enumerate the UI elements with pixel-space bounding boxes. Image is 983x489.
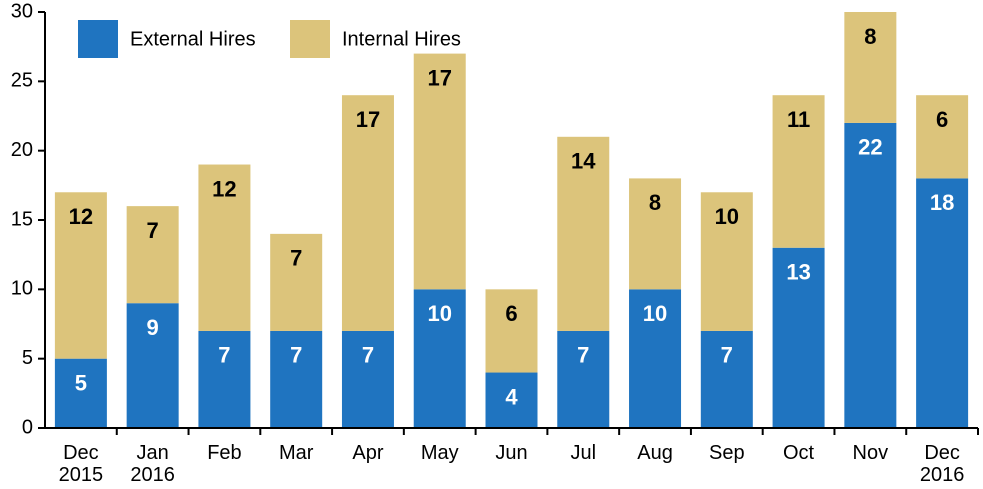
value-label: 14	[571, 149, 596, 174]
bar-segment	[198, 330, 251, 428]
value-label: 11	[787, 107, 810, 132]
bar-segment	[126, 206, 179, 304]
legend-swatch	[290, 20, 330, 58]
y-tick-label: 5	[22, 347, 33, 369]
bar-segment	[270, 330, 323, 428]
value-label: 7	[290, 246, 302, 271]
bar-segment	[557, 330, 610, 428]
x-tick-label: Sep	[709, 442, 745, 464]
bar-segment	[54, 358, 107, 428]
y-tick-label: 20	[11, 139, 33, 161]
bar-segment	[126, 303, 179, 428]
bar-segment	[485, 289, 538, 373]
x-tick-label: Jun	[495, 442, 527, 464]
value-label: 6	[936, 107, 948, 132]
bar-segment	[198, 164, 251, 331]
x-tick-label: Mar	[279, 442, 314, 464]
value-label: 5	[75, 370, 87, 395]
bar-segment	[629, 289, 682, 428]
bar-segment	[413, 53, 466, 290]
value-label: 7	[147, 218, 159, 243]
legend-label: External Hires	[130, 28, 256, 50]
value-label: 9	[147, 315, 159, 340]
value-label: 6	[505, 301, 517, 326]
x-tick-label: Oct	[783, 442, 815, 464]
bar-segment	[629, 178, 682, 290]
bar-segment	[341, 95, 394, 331]
bar-segment	[916, 95, 969, 179]
value-label: 22	[858, 135, 882, 160]
x-tick-label: Dec 2015	[59, 442, 104, 486]
value-label: 7	[290, 343, 302, 368]
value-label: 10	[427, 301, 451, 326]
bar-segment	[772, 95, 825, 248]
bar-segment	[700, 330, 753, 428]
y-tick-label: 15	[11, 208, 33, 230]
value-label: 10	[715, 204, 739, 229]
value-label: 8	[649, 190, 661, 215]
value-label: 12	[69, 204, 93, 229]
bar-segment	[341, 330, 394, 428]
value-label: 10	[643, 301, 667, 326]
bar-segment	[413, 289, 466, 428]
x-tick-label: Aug	[637, 442, 673, 464]
y-tick-label: 25	[11, 70, 33, 92]
value-label: 7	[721, 343, 733, 368]
value-label: 7	[577, 343, 589, 368]
value-label: 8	[864, 24, 876, 49]
value-label: 7	[218, 343, 230, 368]
y-tick-label: 10	[11, 278, 33, 300]
bar-segment	[844, 122, 897, 428]
value-label: 13	[786, 260, 810, 285]
bar-segment	[700, 192, 753, 331]
y-tick-label: 30	[11, 0, 33, 22]
x-tick-label: Jul	[570, 442, 596, 464]
value-label: 17	[356, 107, 380, 132]
bar-segment	[916, 178, 969, 428]
bar-segment	[557, 136, 610, 331]
bar-segment	[54, 192, 107, 359]
x-tick-label: Dec 2016	[920, 442, 965, 486]
legend-swatch	[78, 20, 118, 58]
x-tick-label: Apr	[352, 442, 383, 464]
bar-segment	[485, 372, 538, 428]
bar-segment	[772, 247, 825, 428]
x-tick-label: May	[421, 442, 459, 464]
bar-segment	[270, 233, 323, 331]
value-label: 12	[212, 176, 236, 201]
legend-label: Internal Hires	[342, 28, 461, 50]
bar-segment	[844, 12, 897, 123]
value-label: 18	[930, 190, 954, 215]
value-label: 7	[362, 343, 374, 368]
x-tick-label: Jan 2016	[130, 442, 175, 486]
x-tick-label: Feb	[207, 442, 241, 464]
y-tick-label: 0	[22, 416, 33, 438]
x-tick-label: Nov	[853, 442, 889, 464]
value-label: 4	[505, 384, 518, 409]
value-label: 17	[427, 65, 451, 90]
